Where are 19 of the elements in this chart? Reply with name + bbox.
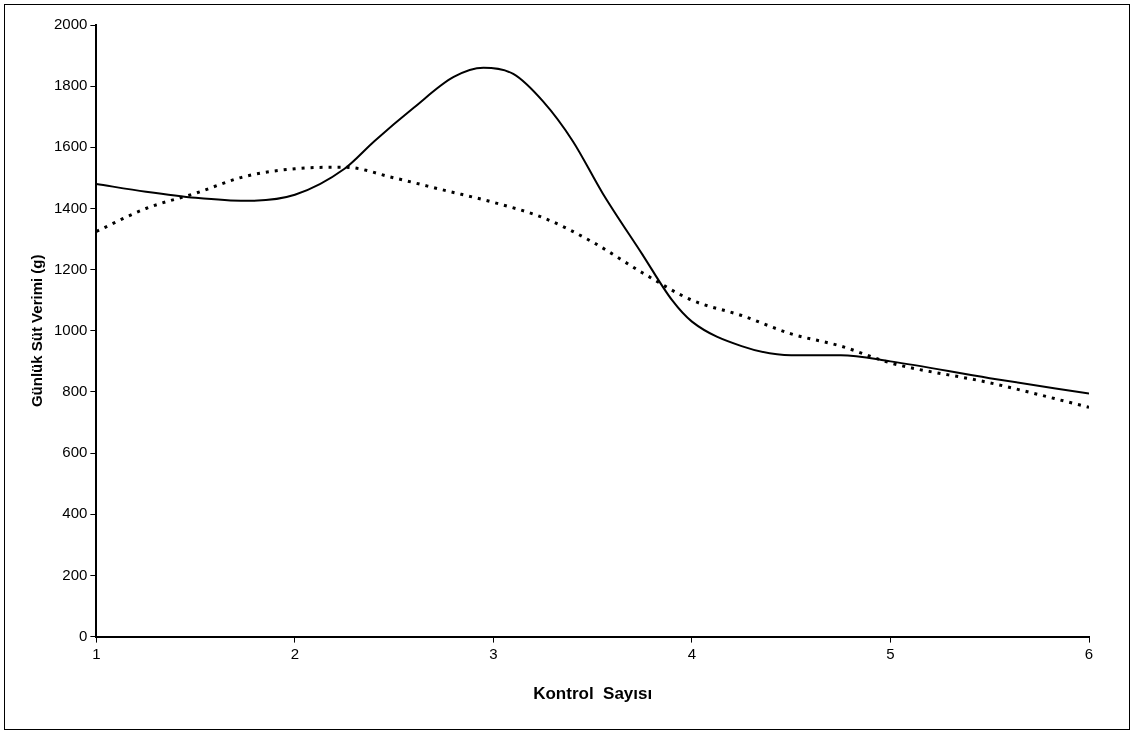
- x-axis-title: Kontrol Sayısı: [533, 684, 653, 704]
- y-tick-label: 200: [62, 565, 88, 583]
- y-tick-label: 2000: [53, 15, 88, 33]
- y-tick-label: 600: [62, 443, 88, 461]
- x-tick-label: 5: [886, 644, 895, 662]
- x-tick-label: 4: [687, 644, 697, 662]
- y-tick-label: 400: [62, 504, 88, 522]
- y-tick-label: 0: [79, 626, 88, 644]
- y-tick-label: 1200: [53, 259, 88, 277]
- x-tick-label: 3: [489, 644, 498, 662]
- x-tick-label: 6: [1084, 644, 1094, 662]
- y-tick-label: 1800: [53, 76, 88, 94]
- y-tick-label: 1400: [53, 198, 88, 216]
- y-tick-label: 1600: [53, 137, 88, 155]
- y-tick-label: 800: [62, 382, 88, 400]
- x-tick-label: 2: [290, 644, 300, 662]
- x-tick-label: 1: [92, 644, 101, 662]
- y-axis-title: Günlük Süt Verimi (g): [28, 254, 46, 408]
- y-tick-label: 1000: [53, 320, 88, 338]
